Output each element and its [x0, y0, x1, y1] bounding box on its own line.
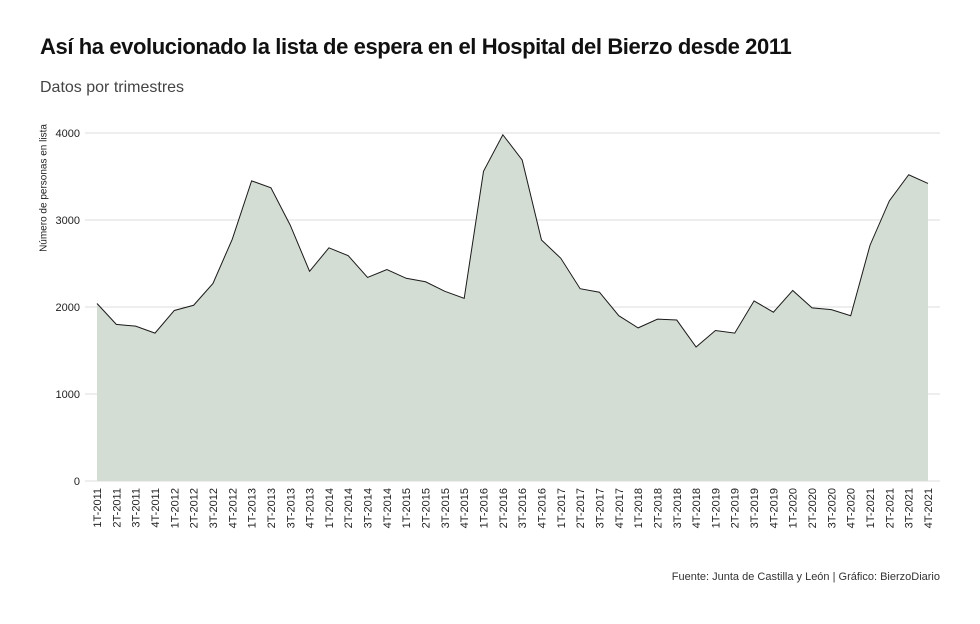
series-area — [97, 134, 928, 482]
x-tick-label: 2T-2019 — [730, 488, 742, 528]
x-tick-label: 4T-2015 — [459, 488, 471, 528]
x-tick-label: 1T-2020 — [788, 488, 800, 528]
x-tick-label: 4T-2019 — [768, 488, 780, 528]
x-tick-label: 3T-2019 — [749, 488, 761, 528]
x-tick-label: 2T-2012 — [189, 488, 201, 528]
x-tick-label: 4T-2020 — [846, 488, 858, 528]
chart-title: Así ha evolucionado la lista de espera e… — [40, 34, 792, 59]
x-tick-label: 1T-2021 — [865, 488, 877, 528]
x-tick-label: 2T-2014 — [343, 488, 355, 528]
x-tick-label: 2T-2017 — [575, 488, 587, 528]
x-tick-label: 2T-2016 — [498, 488, 510, 528]
x-tick-label: 4T-2014 — [382, 488, 394, 528]
y-tick-label: 4000 — [56, 128, 80, 140]
x-tick-label: 3T-2016 — [517, 488, 529, 528]
x-tick-label: 1T-2016 — [479, 488, 491, 528]
x-tick-label: 3T-2011 — [131, 488, 143, 528]
x-tick-label: 2T-2018 — [652, 488, 664, 528]
x-tick-label: 3T-2015 — [440, 488, 452, 528]
y-tick-labels: 0 1000 2000 3000 4000 — [56, 128, 80, 488]
x-tick-label: 1T-2014 — [324, 488, 336, 528]
x-tick-label: 1T-2013 — [247, 488, 259, 528]
x-tick-label: 3T-2012 — [208, 488, 220, 528]
x-tick-label: 2T-2011 — [111, 488, 123, 528]
x-tick-label: 1T-2017 — [556, 488, 568, 528]
x-tick-label: 3T-2017 — [594, 488, 606, 528]
x-tick-label: 3T-2020 — [826, 488, 838, 528]
x-tick-label: 4T-2012 — [227, 488, 239, 528]
x-tick-label: 3T-2021 — [904, 488, 916, 528]
y-tick-label: 3000 — [56, 215, 80, 227]
x-tick-label: 2T-2015 — [421, 488, 433, 528]
x-tick-label: 1T-2019 — [710, 488, 722, 528]
x-tick-label: 1T-2018 — [633, 488, 645, 528]
x-tick-label: 3T-2014 — [363, 488, 375, 528]
x-tick-label: 2T-2013 — [266, 488, 278, 528]
x-tick-label: 2T-2020 — [807, 488, 819, 528]
x-tick-label: 4T-2011 — [150, 488, 162, 528]
x-tick-label: 4T-2021 — [923, 488, 935, 528]
chart-subtitle: Datos por trimestres — [40, 79, 185, 96]
x-tick-label: 4T-2017 — [614, 488, 626, 528]
x-tick-label: 4T-2013 — [305, 488, 317, 528]
x-tick-label: 1T-2011 — [92, 488, 104, 528]
y-tick-label: 2000 — [56, 302, 80, 314]
series-line — [96, 133, 929, 348]
x-tick-label: 4T-2018 — [691, 488, 703, 528]
x-tick-label: 1T-2015 — [401, 488, 413, 528]
x-tick-label: 3T-2018 — [672, 488, 684, 528]
source-caption: Fuente: Junta de Castilla y León | Gráfi… — [671, 571, 940, 583]
y-tick-label: 0 — [74, 476, 80, 488]
x-tick-label: 4T-2016 — [536, 488, 548, 528]
y-tick-label: 1000 — [56, 389, 80, 401]
x-tick-label: 2T-2021 — [884, 488, 896, 528]
x-tick-labels: 1T-2011 2T-2011 3T-2011 4T-2011 1T-2012 2T-20… — [92, 488, 935, 528]
x-tick-label: 3T-2013 — [285, 488, 297, 528]
x-tick-label: 1T-2012 — [169, 488, 181, 528]
